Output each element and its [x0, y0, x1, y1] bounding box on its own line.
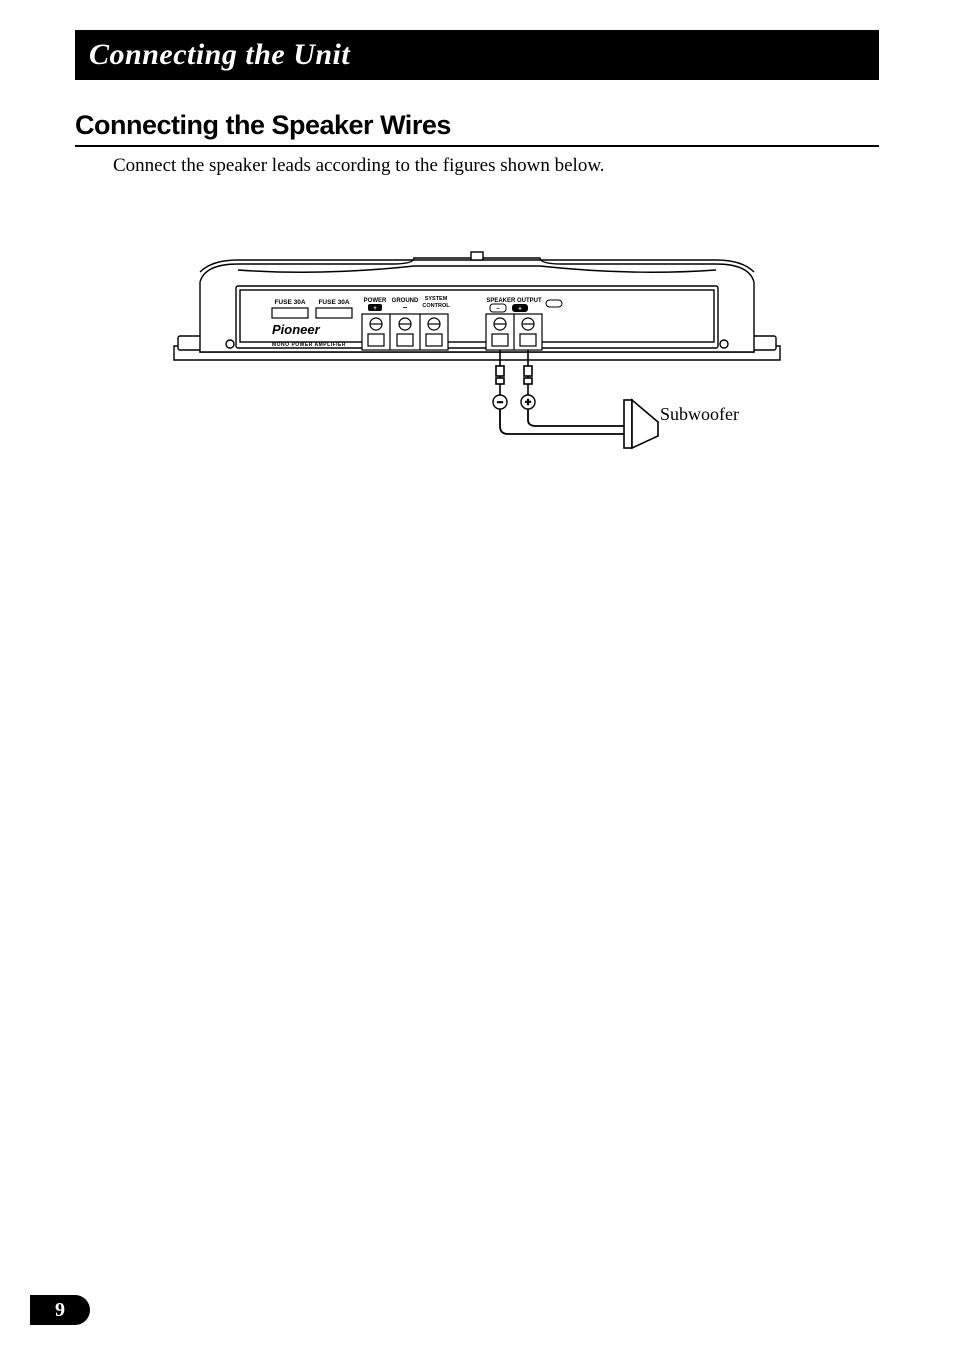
power-polarity: +: [373, 306, 377, 312]
chapter-header-bar: Connecting the Unit: [75, 30, 879, 80]
system-label-2: CONTROL: [422, 303, 450, 309]
fuse-2-label: FUSE 30A: [318, 299, 349, 306]
section-title: Connecting the Speaker Wires: [75, 110, 451, 141]
wire-pos: +: [525, 398, 531, 409]
page-number: 9: [55, 1299, 65, 1322]
brand-label: Pioneer: [272, 322, 321, 337]
speaker-output-label: SPEAKER OUTPUT: [486, 298, 542, 304]
fuse-1-label: FUSE 30A: [274, 299, 305, 306]
chapter-title: Connecting the Unit: [89, 38, 350, 72]
speaker-neg: −: [496, 307, 500, 313]
speaker-pos: +: [518, 307, 522, 313]
power-label: POWER: [364, 298, 387, 304]
section-rule: [75, 145, 879, 147]
body-text: Connect the speaker leads according to t…: [113, 155, 605, 177]
page-number-tab: 9: [30, 1295, 90, 1325]
model-label: MONO POWER AMPLIFIER: [272, 342, 346, 348]
wire-neg: −: [497, 398, 503, 409]
subwoofer-callout: Subwoofer: [660, 404, 739, 425]
system-label-1: SYSTEM: [425, 296, 448, 302]
ground-polarity: −: [403, 303, 408, 312]
